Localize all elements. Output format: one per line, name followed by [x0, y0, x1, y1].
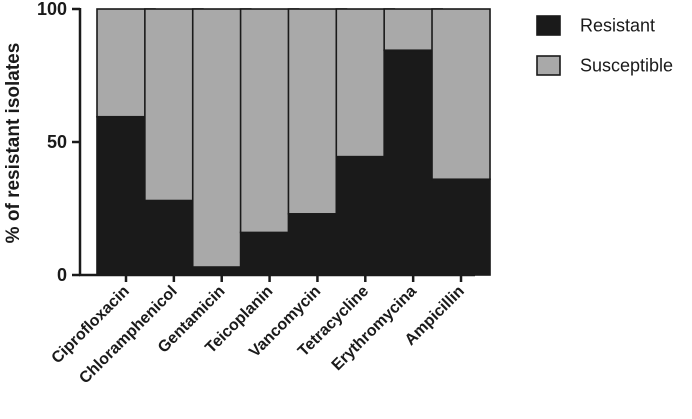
- y-tick-label-50: 50: [47, 132, 67, 152]
- bar-resistant-ampicillin: [431, 178, 491, 276]
- x-tick-label-erythromycina: Erythromycina: [329, 283, 420, 374]
- legend: Resistant Susceptible: [536, 15, 673, 76]
- legend-label-susceptible: Susceptible: [580, 56, 673, 76]
- y-ticks-layer: 0 50 100: [37, 0, 80, 285]
- bars-layer: [96, 8, 491, 276]
- bar-susceptible-ampicillin: [431, 8, 491, 181]
- legend-label-resistant: Resistant: [580, 16, 655, 36]
- legend-swatch-resistant: [536, 15, 561, 36]
- y-tick-label-100: 100: [37, 0, 67, 19]
- legend-swatch-susceptible: [536, 55, 561, 76]
- x-categories-layer: CiprofloxacinChloramphenicolGentamicinTe…: [49, 275, 468, 387]
- y-tick-label-0: 0: [57, 265, 67, 285]
- y-axis-label: % of resistant isolates: [3, 43, 24, 244]
